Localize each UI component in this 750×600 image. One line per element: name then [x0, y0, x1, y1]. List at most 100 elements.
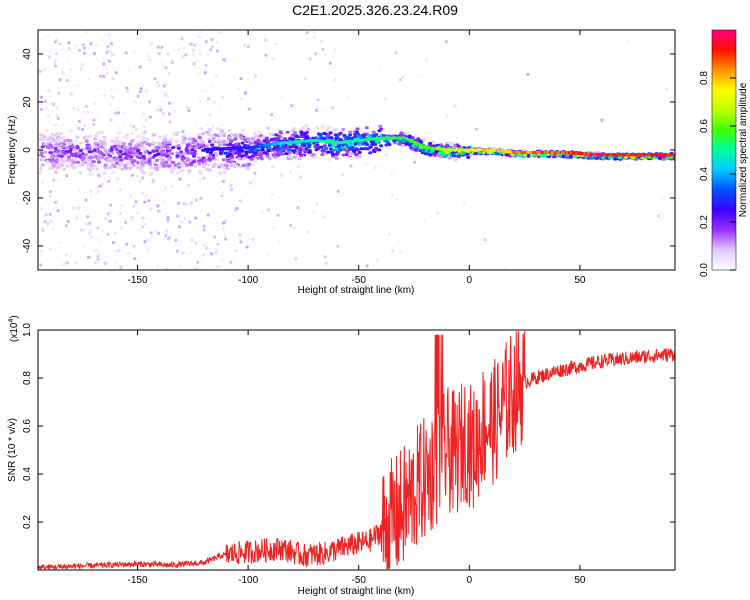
- heatmap-cell: [304, 135, 309, 139]
- heatmap-noise-cell: [105, 51, 109, 54]
- heatmap-cell: [290, 137, 295, 141]
- heatmap-noise-cell: [167, 72, 171, 76]
- heatmap-noise-cell: [46, 224, 50, 228]
- y-tick-label: -40: [22, 238, 33, 253]
- heatmap-noise-cell: [188, 220, 192, 224]
- heatmap-noise-cell: [212, 100, 216, 104]
- heatmap-noise-cell: [124, 210, 128, 214]
- heatmap-cell: [302, 144, 307, 147]
- heatmap-noise-cell: [323, 255, 327, 259]
- heatmap-cell: [306, 127, 311, 131]
- heatmap-cell: [88, 172, 93, 176]
- heatmap-noise-cell: [96, 113, 100, 117]
- heatmap-cell: [113, 157, 118, 161]
- heatmap-noise-cell: [82, 228, 86, 232]
- heatmap-noise-cell: [88, 221, 92, 225]
- heatmap-cell: [180, 157, 185, 161]
- heatmap-cell: [75, 144, 80, 148]
- heatmap-noise-cell: [199, 196, 203, 200]
- heatmap-noise-cell: [204, 40, 208, 44]
- heatmap-cell: [281, 149, 286, 153]
- heatmap-cell: [160, 153, 165, 157]
- heatmap-noise-cell: [139, 254, 143, 258]
- heatmap-noise-cell: [264, 53, 268, 57]
- heatmap-cell: [348, 133, 352, 137]
- heatmap-cell: [160, 146, 164, 150]
- heatmap-cell: [88, 156, 93, 160]
- heatmap-cell: [345, 137, 350, 141]
- heatmap-noise-cell: [217, 105, 221, 109]
- heatmap-cell: [112, 165, 117, 168]
- heatmap-noise-cell: [57, 178, 61, 182]
- heatmap-noise-cell: [48, 247, 52, 251]
- heatmap-noise-cell: [305, 31, 309, 34]
- heatmap-noise-cell: [132, 50, 136, 54]
- heatmap-cell: [379, 127, 384, 131]
- heatmap-noise-cell: [238, 233, 242, 237]
- heatmap-cell: [291, 143, 296, 147]
- heatmap-noise-cell: [199, 52, 203, 56]
- heatmap-cell: [187, 169, 192, 173]
- heatmap-noise-cell: [136, 228, 140, 232]
- heatmap-cell: [540, 153, 544, 157]
- heatmap-noise-cell: [102, 75, 106, 78]
- heatmap-cell: [158, 165, 163, 169]
- heatmap-cell: [225, 167, 230, 171]
- heatmap-cell: [182, 152, 187, 156]
- heatmap-cell: [131, 149, 136, 153]
- heatmap-noise-cell: [130, 215, 134, 219]
- spectrogram-cells: [38, 30, 675, 270]
- heatmap-noise-cell: [100, 183, 104, 186]
- heatmap-noise-cell: [141, 216, 145, 220]
- heatmap-cell: [138, 151, 143, 155]
- heatmap-cell: [132, 159, 137, 163]
- heatmap-cell: [151, 141, 156, 145]
- heatmap-noise-cell: [133, 257, 137, 261]
- heatmap-noise-cell: [58, 241, 62, 245]
- heatmap-noise-cell: [45, 129, 49, 133]
- heatmap-cell: [354, 156, 359, 160]
- heatmap-cell: [167, 151, 172, 155]
- heatmap-noise-cell: [42, 36, 46, 40]
- heatmap-noise-cell: [64, 224, 68, 228]
- heatmap-noise-cell: [206, 97, 210, 101]
- heatmap-noise-cell: [384, 153, 388, 157]
- heatmap-cell: [219, 163, 224, 166]
- heatmap-cell: [418, 149, 423, 152]
- heatmap-cell: [45, 160, 50, 164]
- heatmap-cell: [96, 158, 101, 162]
- heatmap-noise-cell: [214, 74, 218, 77]
- heatmap-noise-cell: [239, 240, 243, 244]
- heatmap-cell: [525, 153, 530, 157]
- heatmap-noise-cell: [224, 237, 228, 241]
- heatmap-cell: [48, 151, 53, 155]
- heatmap-noise-cell: [44, 213, 48, 217]
- heatmap-cell: [354, 147, 359, 151]
- heatmap-cell: [249, 157, 254, 161]
- heatmap-noise-cell: [304, 77, 308, 81]
- heatmap-noise-cell: [220, 194, 224, 198]
- heatmap-cell: [225, 155, 230, 158]
- heatmap-cell: [148, 162, 152, 166]
- heatmap-noise-cell: [170, 184, 174, 188]
- heatmap-cell: [114, 142, 118, 145]
- heatmap-cell: [153, 166, 158, 170]
- heatmap-cell: [220, 129, 224, 133]
- heatmap-cell: [192, 154, 196, 158]
- heatmap-noise-cell: [221, 190, 225, 194]
- heatmap-cell: [66, 153, 71, 157]
- x-tick-label: 50: [574, 275, 586, 286]
- heatmap-noise-cell: [95, 43, 99, 47]
- heatmap-noise-cell: [79, 67, 83, 71]
- heatmap-cell: [218, 151, 223, 155]
- heatmap-noise-cell: [96, 254, 100, 258]
- heatmap-cell: [162, 138, 166, 142]
- heatmap-cell: [223, 163, 228, 167]
- heatmap-noise-cell: [133, 100, 137, 104]
- heatmap-noise-cell: [260, 210, 264, 214]
- heatmap-cell: [222, 134, 227, 138]
- heatmap-noise-cell: [230, 187, 234, 191]
- heatmap-noise-cell: [76, 83, 79, 87]
- heatmap-noise-cell: [206, 213, 210, 217]
- heatmap-cell: [462, 151, 467, 155]
